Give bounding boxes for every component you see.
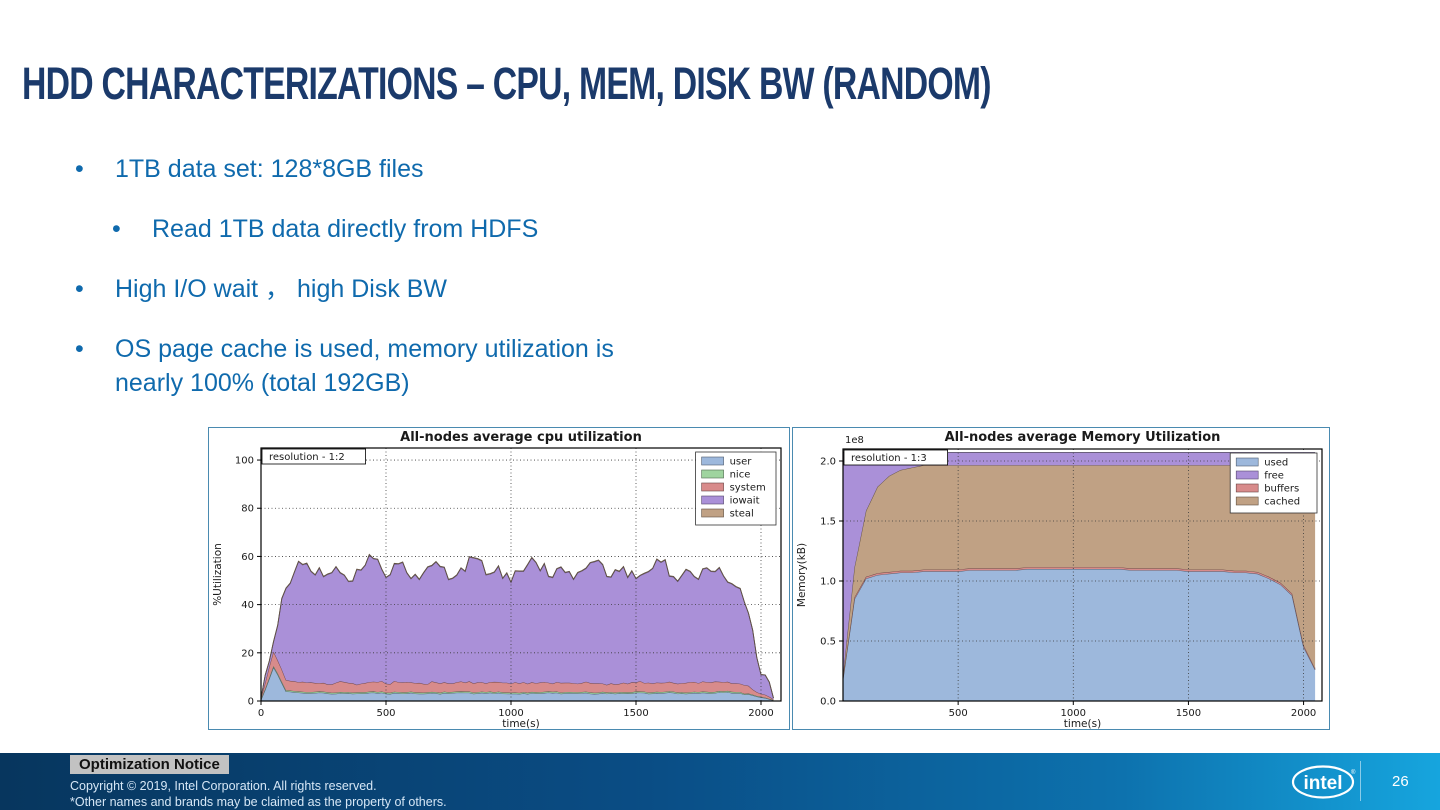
svg-text:user: user [730, 457, 753, 468]
svg-text:1000: 1000 [498, 708, 523, 719]
footer-bar: Optimization Notice Copyright © 2019, In… [0, 753, 1440, 810]
intel-logo: intel ® [1291, 765, 1356, 799]
bullet-text: High I/O wait ， high Disk BW [115, 275, 448, 303]
svg-text:0: 0 [258, 708, 264, 719]
svg-text:All-nodes average Memory Utili: All-nodes average Memory Utilization [945, 430, 1221, 445]
bullet-icon: • [75, 155, 84, 183]
bullet-icon: • [112, 215, 121, 243]
svg-text:0.0: 0.0 [820, 697, 836, 708]
svg-text:1000: 1000 [1061, 708, 1086, 719]
svg-text:time(s): time(s) [1064, 718, 1101, 729]
svg-text:free: free [1264, 471, 1284, 482]
footer-divider [1360, 761, 1361, 801]
bullet-text: OS page cache is used, memory utilizatio… [115, 335, 614, 397]
bullet-text: Read 1TB data directly from HDFS [152, 215, 539, 243]
bullet-icon: • [75, 335, 84, 363]
svg-text:100: 100 [235, 456, 254, 467]
svg-text:1.5: 1.5 [820, 517, 836, 528]
memory-chart-panel: 500 1000 1500 2000 0.0 0.5 1.0 1.5 2.0 time(s) Mem… [792, 427, 1330, 730]
svg-text:Memory(kB): Memory(kB) [796, 543, 808, 607]
svg-text:steal: steal [730, 509, 754, 520]
svg-text:0.5: 0.5 [820, 637, 836, 648]
svg-text:®: ® [1351, 769, 1356, 776]
svg-text:2.0: 2.0 [820, 457, 836, 468]
bullet-item: • High I/O wait ， high Disk BW [75, 272, 675, 306]
svg-text:iowait: iowait [730, 496, 760, 507]
svg-text:1e8: 1e8 [845, 435, 864, 446]
svg-text:80: 80 [241, 504, 254, 515]
svg-text:time(s): time(s) [502, 718, 539, 729]
svg-text:nice: nice [730, 470, 751, 481]
bullet-text: 1TB data set: 128*8GB files [115, 155, 424, 183]
slide-title: HDD CHARACTERIZATIONS – CPU, MEM, DISK B… [22, 58, 991, 109]
svg-text:resolution - 1:3: resolution - 1:3 [851, 453, 927, 464]
memory-utilization-chart: 500 1000 1500 2000 0.0 0.5 1.0 1.5 2.0 time(s) Mem… [796, 430, 1323, 729]
bullet-item: • Read 1TB data directly from HDFS [112, 212, 675, 246]
svg-text:cached: cached [1264, 497, 1300, 508]
svg-text:1.0: 1.0 [820, 577, 836, 588]
bullet-list: • 1TB data set: 128*8GB files • Read 1TB… [75, 152, 675, 426]
svg-text:intel: intel [1303, 773, 1342, 794]
cpu-chart-panel: 0 500 1000 1500 2000 0 20 40 60 80 100 time(s) %Util… [208, 427, 790, 730]
svg-text:0: 0 [248, 697, 254, 708]
page-number: 26 [1392, 773, 1409, 790]
svg-text:used: used [1264, 458, 1288, 469]
bullet-item: • 1TB data set: 128*8GB files [75, 152, 675, 186]
svg-text:%Utilization: %Utilization [212, 543, 224, 606]
copyright-text: Copyright © 2019, Intel Corporation. All… [70, 779, 377, 793]
brands-text: *Other names and brands may be claimed a… [70, 795, 447, 809]
bullet-item: • OS page cache is used, memory utilizat… [75, 332, 675, 400]
svg-text:500: 500 [949, 708, 968, 719]
cpu-utilization-chart: 0 500 1000 1500 2000 0 20 40 60 80 100 time(s) %Util… [212, 430, 782, 729]
svg-text:20: 20 [241, 648, 254, 659]
svg-text:resolution - 1:2: resolution - 1:2 [269, 452, 345, 463]
svg-text:All-nodes average cpu utilizat: All-nodes average cpu utilization [400, 430, 642, 445]
svg-text:buffers: buffers [1264, 484, 1299, 495]
svg-text:500: 500 [376, 708, 395, 719]
svg-text:system: system [730, 483, 766, 494]
svg-text:60: 60 [241, 552, 254, 563]
svg-text:2000: 2000 [748, 708, 773, 719]
svg-text:1500: 1500 [1176, 708, 1201, 719]
svg-text:2000: 2000 [1291, 708, 1316, 719]
bullet-icon: • [75, 275, 84, 303]
optimization-notice-badge: Optimization Notice [70, 755, 229, 774]
svg-text:40: 40 [241, 600, 254, 611]
svg-text:1500: 1500 [623, 708, 648, 719]
